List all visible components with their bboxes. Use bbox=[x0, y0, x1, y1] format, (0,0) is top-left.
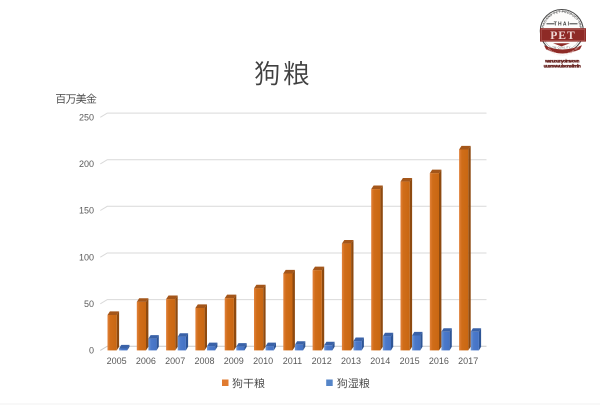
svg-text:PET: PET bbox=[550, 29, 576, 42]
svg-text:wanuounyoimwovn: wanuounyoimwovn bbox=[544, 58, 580, 63]
svg-text:uusnwwuisonsiimln: uusnwwuisonsiimln bbox=[544, 64, 581, 69]
svg-text:2013: 2013 bbox=[341, 356, 361, 366]
svg-text:50: 50 bbox=[84, 299, 94, 309]
svg-text:THAI: THAI bbox=[554, 21, 570, 27]
svg-text:2010: 2010 bbox=[253, 356, 273, 366]
svg-text:2016: 2016 bbox=[429, 356, 449, 366]
svg-text:2012: 2012 bbox=[312, 356, 332, 366]
svg-text:2008: 2008 bbox=[194, 356, 214, 366]
svg-text:2017: 2017 bbox=[458, 356, 478, 366]
svg-text:2006: 2006 bbox=[136, 356, 156, 366]
svg-text:250: 250 bbox=[79, 113, 94, 123]
svg-text:0: 0 bbox=[89, 346, 94, 356]
svg-text:150: 150 bbox=[79, 206, 94, 216]
svg-text:2015: 2015 bbox=[400, 356, 420, 366]
svg-text:2005: 2005 bbox=[107, 356, 127, 366]
svg-text:200: 200 bbox=[79, 159, 94, 169]
svg-text:2009: 2009 bbox=[224, 356, 244, 366]
svg-text:2011: 2011 bbox=[283, 356, 302, 366]
svg-text:100: 100 bbox=[79, 252, 94, 262]
svg-text:2007: 2007 bbox=[165, 356, 185, 366]
svg-text:TM QUALITY: TM QUALITY bbox=[552, 46, 571, 50]
svg-text:2014: 2014 bbox=[370, 356, 390, 366]
